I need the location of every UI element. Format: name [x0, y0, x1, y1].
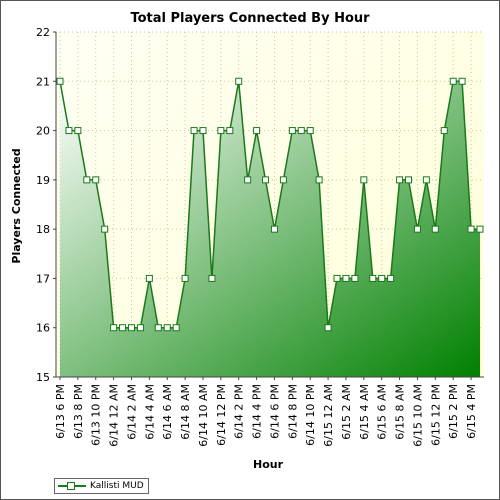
- data-point: [110, 324, 118, 332]
- data-point: [74, 127, 82, 135]
- x-tick-label: 6/15 10 AM: [411, 384, 424, 447]
- x-tick-label: 6/14 10 PM: [304, 384, 317, 446]
- y-tick-label: 15: [36, 371, 50, 384]
- data-point: [324, 324, 332, 332]
- x-tick-label: 6/13 8 PM: [72, 384, 85, 439]
- x-axis-label: Hour: [253, 458, 284, 471]
- x-axis-ticks: 6/13 6 PM 6/13 8 PM 6/13 10 PM 6/14 12 AM 6/…: [54, 377, 478, 447]
- data-point: [127, 324, 135, 332]
- data-point: [306, 127, 314, 135]
- legend-marker-sample: [67, 482, 75, 490]
- x-tick-label: 6/14 2 PM: [233, 384, 246, 439]
- data-point: [208, 274, 216, 282]
- data-point: [235, 77, 243, 85]
- data-point: [405, 176, 413, 184]
- x-tick-label: 6/13 6 PM: [54, 384, 67, 439]
- legend-label: Kallisti MUD: [90, 481, 144, 491]
- data-point: [163, 324, 171, 332]
- y-tick-label: 17: [36, 272, 50, 285]
- data-point: [333, 274, 341, 282]
- data-point: [360, 176, 368, 184]
- x-tick-label: 6/15 4 PM: [465, 384, 478, 439]
- x-tick-label: 6/14 4 AM: [143, 384, 156, 440]
- data-point: [199, 127, 207, 135]
- data-point: [262, 176, 270, 184]
- y-tick-label: 16: [36, 322, 50, 335]
- x-tick-label: 6/14 10 AM: [197, 384, 210, 447]
- data-point: [422, 176, 430, 184]
- data-point: [297, 127, 305, 135]
- data-point: [369, 274, 377, 282]
- data-point: [378, 274, 386, 282]
- legend-swatch: [58, 480, 86, 492]
- x-tick-label: 6/14 12 PM: [215, 384, 228, 446]
- y-tick-label: 20: [36, 125, 50, 138]
- x-tick-label: 6/15 8 AM: [394, 384, 407, 440]
- legend: Kallisti MUD: [54, 478, 149, 494]
- data-point: [440, 127, 448, 135]
- x-tick-label: 6/15 12 AM: [322, 384, 335, 447]
- data-point: [154, 324, 162, 332]
- data-point: [101, 225, 109, 233]
- data-point: [467, 225, 475, 233]
- x-tick-label: 6/15 6 AM: [376, 384, 389, 440]
- data-point: [226, 127, 234, 135]
- data-point: [387, 274, 395, 282]
- x-tick-label: 6/14 8 AM: [179, 384, 192, 440]
- y-tick-label: 21: [36, 75, 50, 88]
- x-tick-label: 6/14 6 PM: [268, 384, 281, 439]
- data-point: [253, 127, 261, 135]
- data-point: [431, 225, 439, 233]
- x-tick-label: 6/13 10 PM: [90, 384, 103, 446]
- data-point: [119, 324, 127, 332]
- y-tick-label: 22: [36, 26, 50, 39]
- data-point: [190, 127, 198, 135]
- data-point: [396, 176, 404, 184]
- data-point: [342, 274, 350, 282]
- data-point: [449, 77, 457, 85]
- y-tick-label: 19: [36, 174, 50, 187]
- data-point: [279, 176, 287, 184]
- data-point: [92, 176, 100, 184]
- data-point: [351, 274, 359, 282]
- data-point: [288, 127, 296, 135]
- x-tick-label: 6/14 6 AM: [161, 384, 174, 440]
- data-point: [458, 77, 466, 85]
- data-point: [476, 225, 484, 233]
- y-tick-label: 18: [36, 223, 50, 236]
- x-tick-label: 6/15 12 PM: [429, 384, 442, 446]
- data-point: [413, 225, 421, 233]
- chart-title: Total Players Connected By Hour: [130, 11, 370, 26]
- x-tick-label: 6/14 8 PM: [286, 384, 299, 439]
- y-axis-ticks: 15 16 17 18 19 20 21 22: [36, 26, 56, 384]
- x-tick-label: 6/14 2 AM: [125, 384, 138, 440]
- data-point: [172, 324, 180, 332]
- x-tick-label: 6/15 2 AM: [340, 384, 353, 440]
- data-point: [145, 274, 153, 282]
- x-tick-label: 6/15 2 PM: [447, 384, 460, 439]
- data-point: [270, 225, 278, 233]
- x-tick-label: 6/15 4 AM: [358, 384, 371, 440]
- data-point: [65, 127, 73, 135]
- data-point: [244, 176, 252, 184]
- data-point: [56, 77, 64, 85]
- x-tick-label: 6/14 4 PM: [251, 384, 264, 439]
- data-point: [315, 176, 323, 184]
- data-points: [56, 77, 484, 332]
- data-point: [136, 324, 144, 332]
- data-point: [83, 176, 91, 184]
- y-axis-label: Players Connected: [10, 148, 23, 263]
- series-area-fill: [60, 81, 480, 378]
- data-point: [217, 127, 225, 135]
- x-tick-label: 6/14 12 AM: [108, 384, 121, 447]
- data-point: [181, 274, 189, 282]
